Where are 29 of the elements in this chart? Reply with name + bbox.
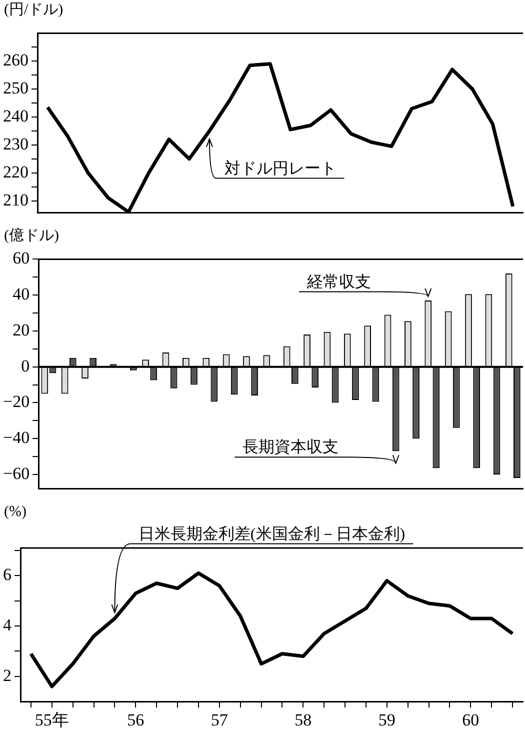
y-tick-label: 220 [3,162,28,182]
y-tick-label: −20 [2,392,30,412]
series-label: 経常収支 [306,272,371,291]
y-tick-label: 230 [3,134,28,154]
y-tick-label: 250 [3,78,28,98]
y-tick-label: 210 [3,190,28,210]
x-tick-label: 55年 [34,710,69,730]
y-tick-label: 20 [12,320,30,340]
x-tick-label: 58 [294,710,312,730]
x-tick-label: 57 [210,710,228,730]
y-tick-label: 4 [3,616,12,635]
legend-label: 対ドル円レート [224,159,336,178]
y-axis-title: (億ドル) [3,226,60,246]
x-tick-label: 60 [462,710,480,730]
y-axis-title: (円/ドル) [3,1,64,20]
y-tick-label: 6 [3,565,12,584]
y-axis-title: (%) [3,503,28,522]
y-tick-label: 240 [3,106,28,126]
y-tick-label: −60 [2,464,30,483]
y-tick-label: 260 [3,50,28,70]
y-tick-label: −40 [2,428,30,448]
text: 長期資本収支 [242,438,338,456]
x-tick-label: 56 [127,710,144,730]
y-tick-label: 0 [21,356,30,376]
y-tick-label: 40 [12,284,30,304]
y-tick-label: 2 [3,666,12,685]
text: 日米長期金利差(米国金利－日本金利) [138,524,406,543]
y-tick-label: 60 [12,248,30,268]
x-tick-label: 59 [378,710,396,730]
